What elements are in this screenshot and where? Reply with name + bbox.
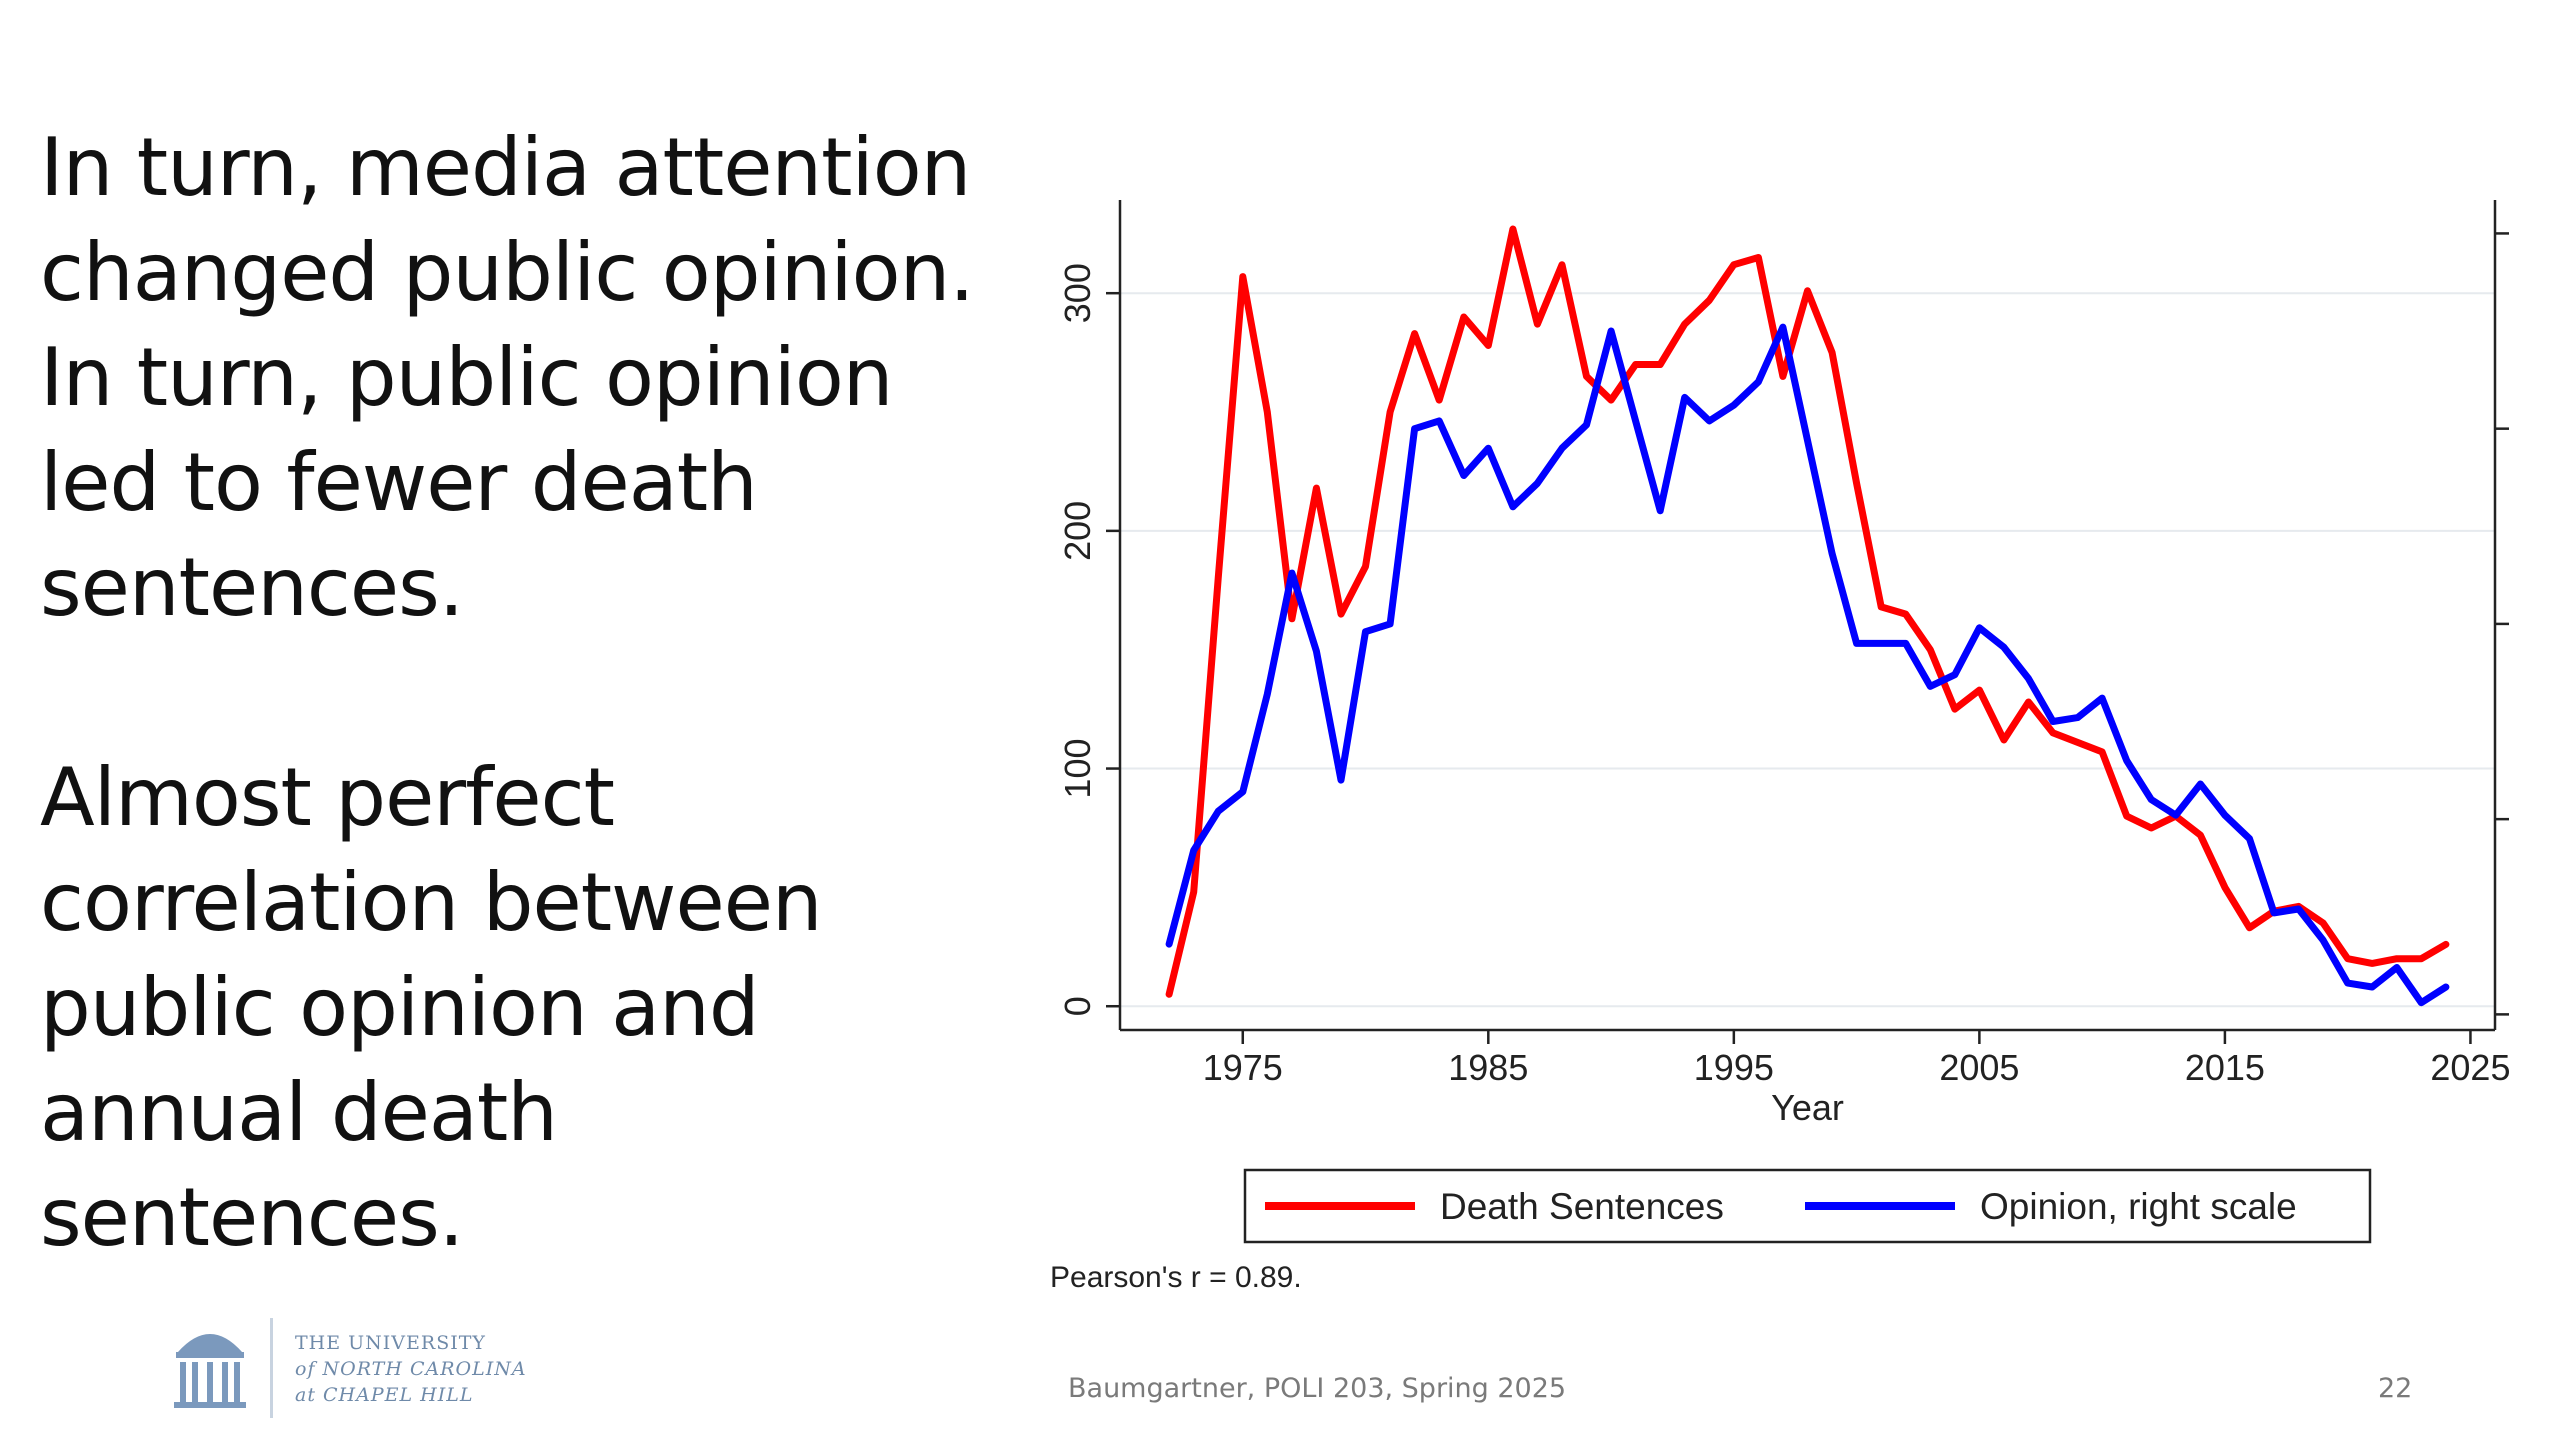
slide-body-text: In turn, media attention changed public …	[40, 115, 1000, 1270]
right-axis-tick-label: 65	[2519, 409, 2520, 449]
slide-number: 22	[2378, 1373, 2413, 1404]
series-line	[1165, 225, 2450, 998]
left-axis-tick-label: 100	[1057, 739, 1098, 799]
correlation-annotation: Pearson's r = 0.89.	[1050, 1261, 1302, 1294]
x-axis-tick-label: 1985	[1448, 1047, 1528, 1088]
old-well-icon	[174, 1334, 246, 1408]
death-sentences-opinion-chart: 0 100 200 300 50 55 60 65 70 1975 1985 1995 2005 2015…	[1050, 200, 2520, 1294]
logo-line-2: of NORTH CAROLINA	[295, 1358, 527, 1380]
logo-line-3: at CHAPEL HILL	[295, 1384, 474, 1406]
legend-label: Opinion, right scale	[1980, 1186, 2297, 1227]
right-axis-tick-label: 55	[2519, 799, 2520, 839]
left-axis-tick-label: 300	[1057, 263, 1098, 323]
right-axis-tick-label: 60	[2519, 604, 2520, 644]
x-axis-tick-label: 2025	[2430, 1047, 2510, 1088]
left-axis-tick-label: 200	[1057, 501, 1098, 561]
x-axis-tick-label: 2005	[1939, 1047, 2019, 1088]
left-axis-tick-label: 0	[1057, 996, 1098, 1016]
series-line	[1165, 323, 2450, 1007]
right-axis-tick-label: 50	[2519, 994, 2520, 1034]
logo-line-1: THE UNIVERSITY	[295, 1332, 486, 1354]
slide-paragraph-1: In turn, media attention changed public …	[40, 121, 975, 634]
logo-divider	[270, 1318, 273, 1418]
footer-citation: Baumgartner, POLI 203, Spring 2025	[1068, 1373, 1567, 1404]
x-axis-label: Year	[1771, 1087, 1844, 1128]
x-axis-tick-label: 1975	[1203, 1047, 1283, 1088]
x-axis-tick-label: 1995	[1694, 1047, 1774, 1088]
legend-label: Death Sentences	[1440, 1186, 1724, 1227]
right-axis-tick-label: 70	[2519, 213, 2520, 253]
slide-paragraph-2: Almost perfect correlation between publi…	[40, 751, 823, 1264]
unc-logo: THE UNIVERSITY of NORTH CAROLINA at CHAP…	[170, 1318, 550, 1428]
x-axis-tick-label: 2015	[2185, 1047, 2265, 1088]
